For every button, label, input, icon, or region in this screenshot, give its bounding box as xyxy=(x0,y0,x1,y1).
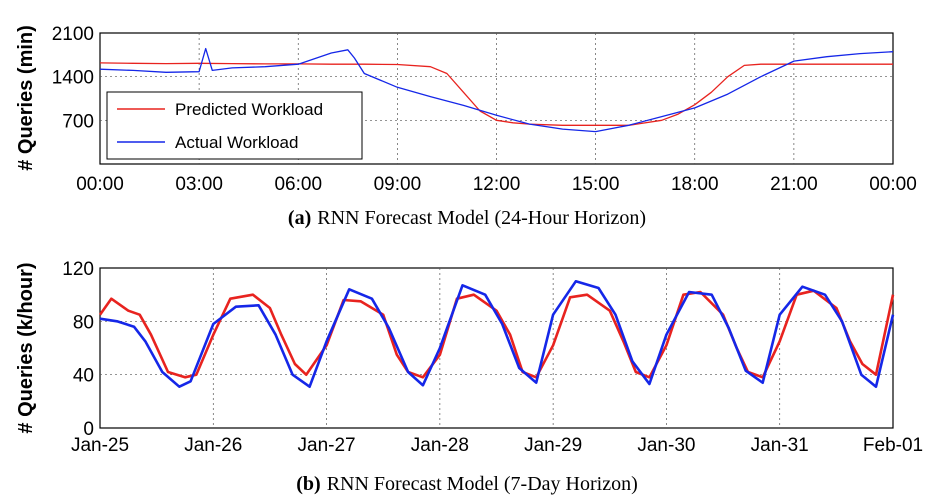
x-tick-label-a: 00:00 xyxy=(869,174,917,195)
y-tick-label-b: 80 xyxy=(73,312,94,333)
caption-a-text: RNN Forecast Model (24-Hour Horizon) xyxy=(317,207,646,229)
caption-b-text: RNN Forecast Model (7-Day Horizon) xyxy=(327,473,638,495)
x-tick-label-a: 00:00 xyxy=(76,174,124,195)
chart-panel-a: 00:00 03:00 06:00 09:00 12:00 15:00 18:00 21:00… xyxy=(15,24,917,229)
tick-labels-a: 00:00 03:00 06:00 09:00 12:00 15:00 18:00 21:00… xyxy=(52,24,917,195)
legend-label-actual: Actual Workload xyxy=(175,133,298,152)
y-tick-label-a: 1400 xyxy=(52,68,94,89)
x-tick-label-b: Jan-26 xyxy=(184,435,242,456)
legend-label-predicted: Predicted Workload xyxy=(175,100,323,119)
y-tick-label-a: 2100 xyxy=(52,24,94,45)
series-line-a-actual-workload xyxy=(99,47,894,133)
plot-frame-b xyxy=(99,267,894,429)
x-tick-label-b: Jan-31 xyxy=(751,435,809,456)
y-tick-label-a: 700 xyxy=(62,111,94,132)
series-line-b-red xyxy=(98,289,895,379)
x-tick-label-b: Jan-27 xyxy=(298,435,356,456)
x-tick-label-a: 06:00 xyxy=(274,174,322,195)
legend: Predicted Workload Actual Workload xyxy=(106,91,363,160)
y-axis-label-b: # Queries (k/hour) xyxy=(15,262,37,433)
caption-b: (b) RNN Forecast Model (7-Day Horizon) xyxy=(296,473,638,495)
series-lines-b xyxy=(98,279,895,389)
x-tick-label-b: Feb-01 xyxy=(863,435,923,456)
y-tick-label-b: 120 xyxy=(62,259,94,280)
x-tick-label-a: 21:00 xyxy=(770,174,818,195)
x-tick-label-b: Jan-25 xyxy=(71,435,129,456)
x-tick-label-b: Jan-30 xyxy=(637,435,695,456)
series-line-b-blue xyxy=(99,279,895,389)
x-tick-label-b: Jan-29 xyxy=(524,435,582,456)
caption-a: (a) RNN Forecast Model (24-Hour Horizon) xyxy=(288,207,646,229)
chart-panel-b: Jan-25 Jan-26 Jan-27 Jan-28 Jan-29 Jan-30 Jan-… xyxy=(15,259,923,495)
x-tick-label-a: 03:00 xyxy=(175,174,223,195)
gridlines-b xyxy=(100,268,893,428)
y-axis-label-a: # Queries (min) xyxy=(15,25,37,171)
series-line-a-predicted-workload xyxy=(99,62,893,126)
y-tick-label-b: 0 xyxy=(83,419,94,440)
tick-labels-b: Jan-25 Jan-26 Jan-27 Jan-28 Jan-29 Jan-30 Jan-… xyxy=(62,259,923,456)
caption-a-tag: (a) xyxy=(288,207,311,229)
x-tick-label-a: 18:00 xyxy=(671,174,719,195)
x-tick-label-a: 12:00 xyxy=(473,174,521,195)
legend-box xyxy=(106,91,363,160)
x-tick-label-a: 09:00 xyxy=(374,174,422,195)
x-tick-label-a: 15:00 xyxy=(572,174,620,195)
y-tick-label-b: 40 xyxy=(73,366,94,387)
series-lines-a xyxy=(99,47,894,133)
x-tick-label-b: Jan-28 xyxy=(411,435,469,456)
caption-b-tag: (b) xyxy=(296,473,320,495)
